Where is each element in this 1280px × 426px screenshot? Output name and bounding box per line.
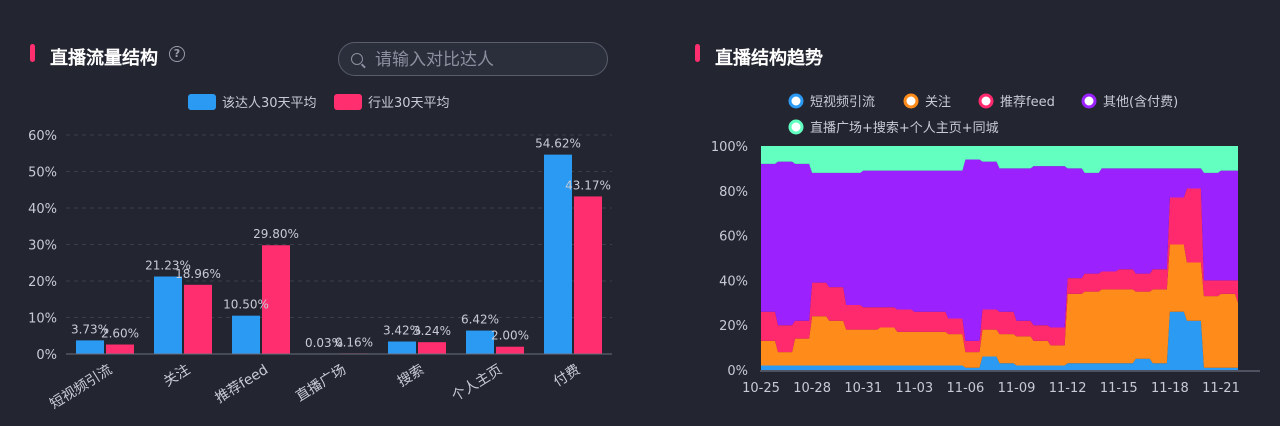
panel-title: 直播流量结构 xyxy=(50,48,158,69)
bar-value-label: 21.23% xyxy=(145,259,191,273)
area-layers xyxy=(761,146,1238,370)
x-tick-label: 10-31 xyxy=(844,381,882,396)
bar-value-label: 43.17% xyxy=(565,178,611,192)
x-tick-label: 11-15 xyxy=(1100,381,1138,396)
y-tick-label: 100% xyxy=(711,140,748,155)
bar xyxy=(418,342,446,354)
x-tick-label: 搜索 xyxy=(394,361,427,390)
bar xyxy=(574,196,602,354)
legend-swatch-industry xyxy=(334,94,362,110)
bar-value-label: 54.62% xyxy=(535,137,581,151)
bar xyxy=(466,330,494,354)
search-box[interactable] xyxy=(338,42,608,77)
x-tick-label: 11-03 xyxy=(895,381,933,396)
legend-label: 短视频引流 xyxy=(810,95,875,110)
area-legend[interactable]: 短视频引流 关注 推荐feed 其他(含付费) 直播广场+搜索+个人主页+同城 xyxy=(788,93,1178,136)
y-tick-labels: 0% 10% 20% 30% 40% 50% 60% xyxy=(28,129,57,363)
title-accent-bar xyxy=(695,44,700,62)
x-tick-label: 11-09 xyxy=(998,381,1036,396)
bar-value-labels: 3.73%2.60% 21.23%18.96% 10.50% 29.80% 0.03%0… xyxy=(71,137,611,350)
legend-label: 直播广场+搜索+个人主页+同城 xyxy=(810,121,999,136)
traffic-structure-panel: 直播流量结构 ? 该达人30天平均 行业30天平均 0% 10% 20% 30% 40%… xyxy=(0,0,640,426)
bar-value-label: 10.50% xyxy=(223,298,269,312)
bar-value-label: 18.96% xyxy=(175,267,221,281)
y-tick-label: 0% xyxy=(727,364,748,379)
legend-marker xyxy=(978,93,994,109)
bar xyxy=(184,284,212,354)
title-accent-bar xyxy=(30,44,35,62)
x-tick-label: 关注 xyxy=(161,362,193,390)
x-tick-label: 11-06 xyxy=(947,381,985,396)
bar-value-label: 6.42% xyxy=(461,313,499,327)
y-tick-label: 80% xyxy=(719,185,748,200)
bar xyxy=(106,344,134,354)
bar-value-label: 2.00% xyxy=(491,329,529,343)
legend-marker xyxy=(1081,93,1097,109)
search-icon xyxy=(351,53,363,65)
bar-legend[interactable]: 该达人30天平均 行业30天平均 xyxy=(188,94,450,111)
y-tick-label: 0% xyxy=(36,348,57,363)
bar-value-label: 0.03% xyxy=(305,336,343,350)
bar xyxy=(232,315,260,354)
x-tick-label: 10-28 xyxy=(793,381,831,396)
legend-label: 其他(含付费) xyxy=(1103,94,1178,110)
bar-value-label: 3.42% xyxy=(383,324,421,338)
bar-value-label: 2.60% xyxy=(101,327,139,341)
bar xyxy=(388,341,416,354)
area-layer xyxy=(761,311,1238,370)
x-tick-label: 11-21 xyxy=(1202,381,1240,396)
bar-value-label: 29.80% xyxy=(253,227,299,241)
x-tick-label: 个人主页 xyxy=(449,362,505,405)
y-tick-label: 20% xyxy=(28,275,57,290)
panel-title: 直播结构趋势 xyxy=(715,48,823,69)
y-tick-label: 40% xyxy=(28,202,57,217)
area-layer xyxy=(761,188,1238,353)
y-tick-labels: 0% 20% 40% 60% 80% 100% xyxy=(711,140,748,379)
stacked-area-chart: 短视频引流 关注 推荐feed 其他(含付费) 直播广场+搜索+个人主页+同城 0% 20… xyxy=(711,93,1260,396)
bar xyxy=(76,340,104,354)
x-tick-label: 短视频引流 xyxy=(47,362,115,413)
y-tick-label: 20% xyxy=(719,319,748,334)
x-tick-label: 直播广场 xyxy=(293,361,349,405)
y-tick-label: 60% xyxy=(719,230,748,245)
x-tick-label: 付费 xyxy=(551,362,583,390)
bar-value-label: 3.24% xyxy=(413,324,451,338)
bar-chart: 该达人30天平均 行业30天平均 0% 10% 20% 30% 40% 50% 60% 3.… xyxy=(28,94,612,413)
legend-swatch-talent xyxy=(188,94,216,110)
legend-label: 推荐feed xyxy=(1000,95,1055,110)
bar xyxy=(154,276,182,354)
legend-marker xyxy=(788,93,804,109)
bar-value-label: 0.16% xyxy=(335,335,373,349)
y-tick-label: 30% xyxy=(28,239,57,254)
bar xyxy=(262,245,290,354)
legend-label: 关注 xyxy=(925,95,951,110)
y-tick-label: 40% xyxy=(719,274,748,289)
legend-marker xyxy=(903,93,919,109)
legend-marker xyxy=(788,119,804,135)
area-layer xyxy=(761,146,1238,173)
y-tick-label: 10% xyxy=(28,312,57,327)
area-layer xyxy=(761,244,1238,368)
x-tick-label: 11-12 xyxy=(1049,381,1087,396)
x-tick-label: 10-25 xyxy=(742,381,780,396)
x-tick-labels: 10-25 10-28 10-31 11-03 11-06 11-09 11-12 11-15… xyxy=(742,381,1240,396)
legend-label-industry: 行业30天平均 xyxy=(368,96,450,111)
search-input[interactable] xyxy=(373,43,597,77)
bars xyxy=(76,154,602,355)
x-tick-label: 11-18 xyxy=(1151,381,1189,396)
y-gridlines xyxy=(66,134,612,318)
area-layer xyxy=(761,159,1238,341)
bar xyxy=(544,154,572,354)
y-tick-label: 60% xyxy=(28,129,57,144)
question-circle-icon[interactable]: ? xyxy=(169,46,185,62)
x-tick-labels: 短视频引流 关注 推荐feed 直播广场 搜索 个人主页 付费 xyxy=(47,361,583,413)
bar xyxy=(496,346,524,354)
x-tick-label: 推荐feed xyxy=(213,362,272,407)
y-tick-label: 50% xyxy=(28,166,57,181)
bar-value-label: 3.73% xyxy=(71,322,109,336)
legend-label-talent: 该达人30天平均 xyxy=(222,96,317,111)
trend-panel: 直播结构趋势 短视频引流 关注 推荐feed 其他(含付费) 直播广场+搜索+个人主页+… xyxy=(640,0,1280,426)
